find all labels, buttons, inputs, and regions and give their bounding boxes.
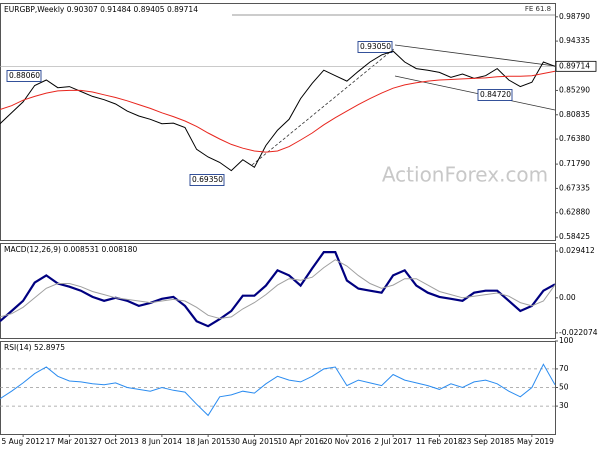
y-tick-label: -0.022074 [559, 328, 598, 337]
annotation: 0.93050 [360, 42, 391, 51]
y-tick-label: 30 [559, 401, 569, 410]
x-tick-label: 23 Sep 2018 [462, 437, 510, 446]
annotation: 0.84720 [480, 90, 511, 99]
panel-title: MACD(12,26,9) 0.008531 0.008180 [4, 245, 138, 254]
y-tick-label: 0.85290 [559, 85, 590, 94]
series-line [0, 70, 556, 153]
price-label-box [555, 60, 597, 72]
y-tick-label: 0.71790 [559, 159, 590, 168]
watermark: ActionForex.com [382, 163, 548, 187]
annotation-box [6, 70, 42, 82]
panel-title: EURGBP,Weekly 0.90307 0.91484 0.89405 0.… [4, 5, 198, 14]
annotation-box [477, 89, 513, 101]
x-tick-label: 5 Aug 2012 [1, 437, 44, 446]
fe-label: FE 61.8 [525, 5, 551, 13]
x-tick-label: 20 Nov 2016 [323, 437, 371, 446]
panel-title: RSI(14) 52.8975 [4, 343, 65, 352]
y-tick-label: 0.80835 [559, 110, 590, 119]
x-tick-label: 30 Aug 2015 [230, 437, 278, 446]
x-tick-label: 2 Jul 2017 [374, 437, 412, 446]
series-line [0, 50, 556, 172]
series-line [0, 251, 556, 328]
x-tick-label: 27 Oct 2013 [92, 437, 139, 446]
y-tick-label: 0.58425 [559, 232, 590, 241]
y-tick-label: 50 [559, 383, 569, 392]
series-line [0, 363, 556, 417]
annotation: 0.88060 [9, 71, 40, 80]
panel-frame [0, 3, 556, 241]
x-tick-label: 10 Apr 2016 [277, 437, 324, 446]
x-tick-label: 17 Mar 2013 [46, 437, 94, 446]
y-tick-label: 0.94335 [559, 36, 590, 45]
y-tick-label: 0.67335 [559, 183, 590, 192]
x-tick-label: 18 Jan 2015 [186, 437, 231, 446]
annotation-box [357, 41, 393, 53]
x-tick-label: 8 Jun 2014 [142, 437, 183, 446]
y-tick-label: 100 [559, 336, 574, 345]
annotation: 0.69350 [192, 175, 223, 184]
y-tick-label: 70 [559, 364, 569, 373]
channel-top [394, 44, 556, 67]
x-tick-label: 11 Feb 2018 [416, 437, 463, 446]
annotation-box [189, 174, 225, 186]
y-tick-label: 0.029412 [559, 246, 595, 255]
x-tick-label: 5 May 2019 [510, 437, 554, 446]
y-tick-label: 0.98790 [559, 12, 590, 21]
y-tick-label: 0.62880 [559, 208, 590, 217]
panel-frame [0, 243, 556, 339]
y-tick-label: 0.00 [559, 293, 576, 302]
price-label: 0.89714 [559, 61, 590, 70]
y-tick-label: 0.76380 [559, 134, 590, 143]
series-line [0, 259, 556, 320]
projection [251, 47, 396, 166]
